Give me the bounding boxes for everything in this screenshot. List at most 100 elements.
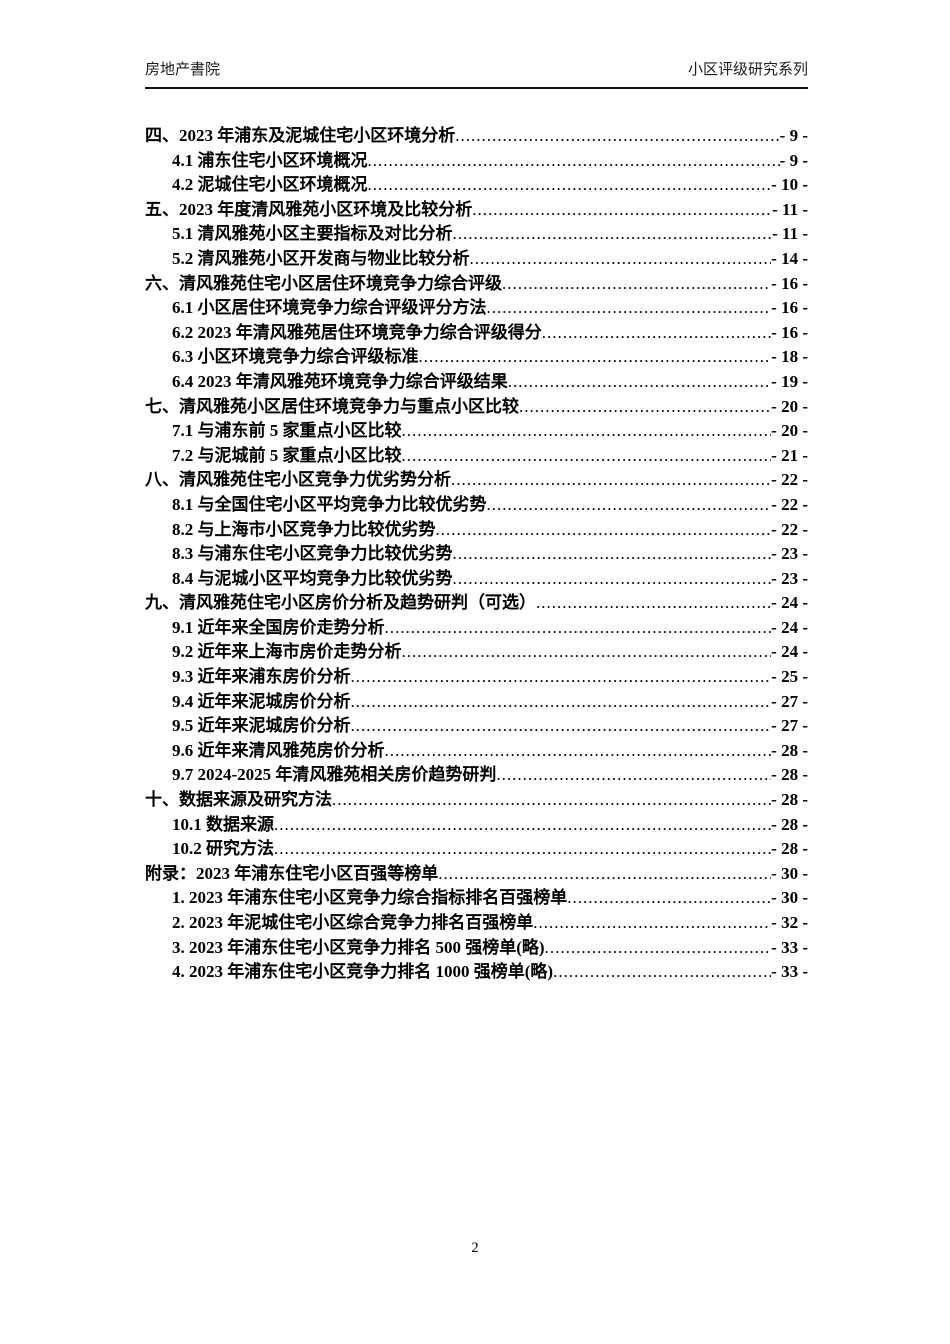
- toc-leader-dots: ........................................…: [496, 765, 771, 785]
- toc-entry[interactable]: 4. 2023 年浦东住宅小区竞争力排名 1000 强榜单(略) .......…: [145, 960, 808, 985]
- toc-entry-title: 6.2 2023 年清风雅苑居住环境竞争力综合评级得分: [172, 322, 542, 342]
- toc-entry-title: 5.1 清风雅苑小区主要指标及对比分析: [172, 224, 453, 244]
- toc-leader-dots: ........................................…: [350, 691, 772, 711]
- toc-page-number: - 11 -: [772, 224, 808, 244]
- toc-entry[interactable]: 十、数据来源及研究方法 ............................…: [145, 788, 808, 813]
- toc-leader-dots: ........................................…: [567, 888, 771, 908]
- toc-entry[interactable]: 9.3 近年来浦东房价分析 ..........................…: [145, 665, 808, 690]
- toc-entry-title: 10.1 数据来源: [172, 814, 274, 834]
- toc-entry-title: 7.2 与泥城前 5 家重点小区比较: [172, 445, 402, 465]
- toc-page-number: - 22 -: [771, 494, 808, 514]
- toc-entry[interactable]: 9.4 近年来泥城房价分析 ..........................…: [145, 690, 808, 715]
- toc-entry[interactable]: 5.2 清风雅苑小区开发商与物业比较分析 ...................…: [145, 247, 808, 272]
- toc-page-number: - 9 -: [779, 126, 808, 145]
- toc-leader-dots: ........................................…: [401, 642, 772, 662]
- toc-page-number: - 16 -: [771, 322, 808, 342]
- toc-entry[interactable]: 9.5 近年来泥城房价分析 ..........................…: [145, 714, 808, 739]
- toc-entry-title: 9.2 近年来上海市房价走势分析: [172, 642, 402, 662]
- toc-page-number: - 16 -: [771, 298, 808, 318]
- toc-entry[interactable]: 六、清风雅苑住宅小区居住环境竞争力综合评级 ..................…: [145, 272, 808, 297]
- toc-entry-title: 10.2 研究方法: [172, 839, 274, 859]
- toc-entry[interactable]: 8.2 与上海市小区竞争力比较优劣势 .....................…: [145, 518, 808, 543]
- toc-entry-title: 3. 2023 年浦东住宅小区竞争力排名 500 强榜单(略): [172, 937, 545, 957]
- toc-page-number: - 22 -: [771, 519, 808, 539]
- toc-page-number: - 28 -: [771, 740, 808, 760]
- toc-leader-dots: ........................................…: [455, 126, 780, 145]
- toc-page-number: - 24 -: [771, 593, 808, 613]
- toc-page-number: - 24 -: [771, 617, 808, 637]
- toc-page-number: - 28 -: [771, 814, 808, 834]
- toc-entry[interactable]: 6.1 小区居住环境竞争力综合评级评分方法 ..................…: [145, 296, 808, 321]
- toc-leader-dots: ........................................…: [452, 224, 773, 244]
- toc-entry[interactable]: 9.6 近年来清风雅苑房价分析 ........................…: [145, 739, 808, 764]
- toc-page-number: - 19 -: [771, 371, 808, 391]
- toc-entry-title: 9.1 近年来全国房价走势分析: [172, 617, 385, 637]
- toc-page-number: - 23 -: [771, 544, 808, 564]
- toc-leader-dots: ........................................…: [452, 544, 772, 564]
- toc-leader-dots: ........................................…: [418, 347, 772, 367]
- toc-entry[interactable]: 五、2023 年度清风雅苑小区环境及比较分析 .................…: [145, 198, 808, 223]
- page-footer: 2: [0, 1240, 950, 1257]
- toc-leader-dots: ........................................…: [274, 814, 772, 834]
- toc-entry[interactable]: 7.2 与泥城前 5 家重点小区比较 .....................…: [145, 444, 808, 469]
- toc-entry-title: 九、清风雅苑住宅小区房价分析及趋势研判（可选）: [145, 593, 536, 613]
- toc-leader-dots: ........................................…: [486, 298, 772, 318]
- toc-leader-dots: ........................................…: [367, 175, 772, 195]
- toc-page-number: - 27 -: [771, 691, 808, 711]
- toc-leader-dots: ........................................…: [401, 445, 772, 465]
- toc-entry[interactable]: 附录：2023 年浦东住宅小区百强等榜单 ...................…: [145, 862, 808, 887]
- toc-entry[interactable]: 七、清风雅苑小区居住环境竞争力与重点小区比较 .................…: [145, 395, 808, 420]
- toc-leader-dots: ........................................…: [367, 150, 780, 170]
- toc-entry[interactable]: 9.7 2024-2025 年清风雅苑相关房价趋势研判 ............…: [145, 763, 808, 788]
- toc-page-number: - 27 -: [771, 716, 808, 736]
- toc-entry-title: 7.1 与浦东前 5 家重点小区比较: [172, 421, 402, 441]
- toc-entry-title: 9.6 近年来清风雅苑房价分析: [172, 740, 385, 760]
- toc-entry[interactable]: 8.3 与浦东住宅小区竞争力比较优劣势 ....................…: [145, 542, 808, 567]
- toc-page-number: - 28 -: [771, 839, 808, 859]
- toc-entry-title: 4. 2023 年浦东住宅小区竞争力排名 1000 强榜单(略): [172, 962, 554, 982]
- toc-entry[interactable]: 5.1 清风雅苑小区主要指标及对比分析 ....................…: [145, 222, 808, 247]
- toc-entry-title: 8.4 与泥城小区平均竞争力比较优劣势: [172, 568, 453, 588]
- toc-leader-dots: ........................................…: [274, 839, 772, 859]
- toc-entry-title: 6.3 小区环境竞争力综合评级标准: [172, 347, 419, 367]
- toc-entry[interactable]: 6.2 2023 年清风雅苑居住环境竞争力综合评级得分 ............…: [145, 321, 808, 346]
- toc-page-number: - 20 -: [771, 421, 808, 441]
- toc-entry[interactable]: 8.1 与全国住宅小区平均竞争力比较优劣势 ..................…: [145, 493, 808, 518]
- toc-entry[interactable]: 9.2 近年来上海市房价走势分析 .......................…: [145, 640, 808, 665]
- toc-leader-dots: ........................................…: [384, 617, 772, 637]
- toc-page-number: - 14 -: [771, 248, 808, 268]
- toc-entry-title: 六、清风雅苑住宅小区居住环境竞争力综合评级: [145, 273, 502, 293]
- toc-entry[interactable]: 4.1 浦东住宅小区环境概况 .........................…: [145, 149, 808, 174]
- toc-leader-dots: ........................................…: [332, 790, 771, 810]
- toc-page-number: - 10 -: [771, 175, 808, 195]
- toc-entry-title: 4.2 泥城住宅小区环境概况: [172, 175, 368, 195]
- toc-page-number: - 32 -: [771, 913, 808, 932]
- toc-entry[interactable]: 4.2 泥城住宅小区环境概况 .........................…: [145, 173, 808, 198]
- toc-entry[interactable]: 四、2023 年浦东及泥城住宅小区环境分析 ..................…: [145, 124, 808, 149]
- toc-entry-title: 6.1 小区居住环境竞争力综合评级评分方法: [172, 298, 487, 318]
- toc-entry[interactable]: 7.1 与浦东前 5 家重点小区比较 .....................…: [145, 419, 808, 444]
- toc-page-number: - 24 -: [771, 642, 808, 662]
- toc-entry[interactable]: 3. 2023 年浦东住宅小区竞争力排名 500 强榜单(略) ........…: [145, 936, 808, 961]
- toc-entry[interactable]: 6.3 小区环境竞争力综合评级标准 ......................…: [145, 345, 808, 370]
- toc-leader-dots: ........................................…: [350, 667, 772, 687]
- toc-page-number: - 33 -: [771, 937, 808, 957]
- toc-entry[interactable]: 10.2 研究方法 ..............................…: [145, 837, 808, 862]
- toc-leader-dots: ........................................…: [452, 568, 772, 588]
- toc-page-number: - 28 -: [771, 790, 808, 810]
- toc-entry[interactable]: 2. 2023 年泥城住宅小区综合竞争力排名百强榜单 .............…: [145, 911, 808, 936]
- toc-leader-dots: ........................................…: [544, 937, 772, 957]
- toc-entry-title: 6.4 2023 年清风雅苑环境竞争力综合评级结果: [172, 371, 508, 391]
- toc-entry[interactable]: 九、清风雅苑住宅小区房价分析及趋势研判（可选） ................…: [145, 591, 808, 616]
- toc-entry[interactable]: 9.1 近年来全国房价走势分析 ........................…: [145, 616, 808, 641]
- toc-entry[interactable]: 6.4 2023 年清风雅苑环境竞争力综合评级结果 ..............…: [145, 370, 808, 395]
- toc-entry[interactable]: 10.1 数据来源 ..............................…: [145, 813, 808, 838]
- toc-leader-dots: ........................................…: [451, 470, 772, 490]
- toc-entry[interactable]: 8.4 与泥城小区平均竞争力比较优劣势 ....................…: [145, 567, 808, 592]
- toc-entry[interactable]: 八、清风雅苑住宅小区竞争力优劣势分析 .....................…: [145, 468, 808, 493]
- toc-leader-dots: ........................................…: [536, 593, 771, 613]
- toc-entry-title: 七、清风雅苑小区居住环境竞争力与重点小区比较: [145, 396, 519, 416]
- toc-page-number: - 28 -: [771, 765, 808, 785]
- toc-entry[interactable]: 1. 2023 年浦东住宅小区竞争力综合指标排名百强榜单 ...........…: [145, 886, 808, 911]
